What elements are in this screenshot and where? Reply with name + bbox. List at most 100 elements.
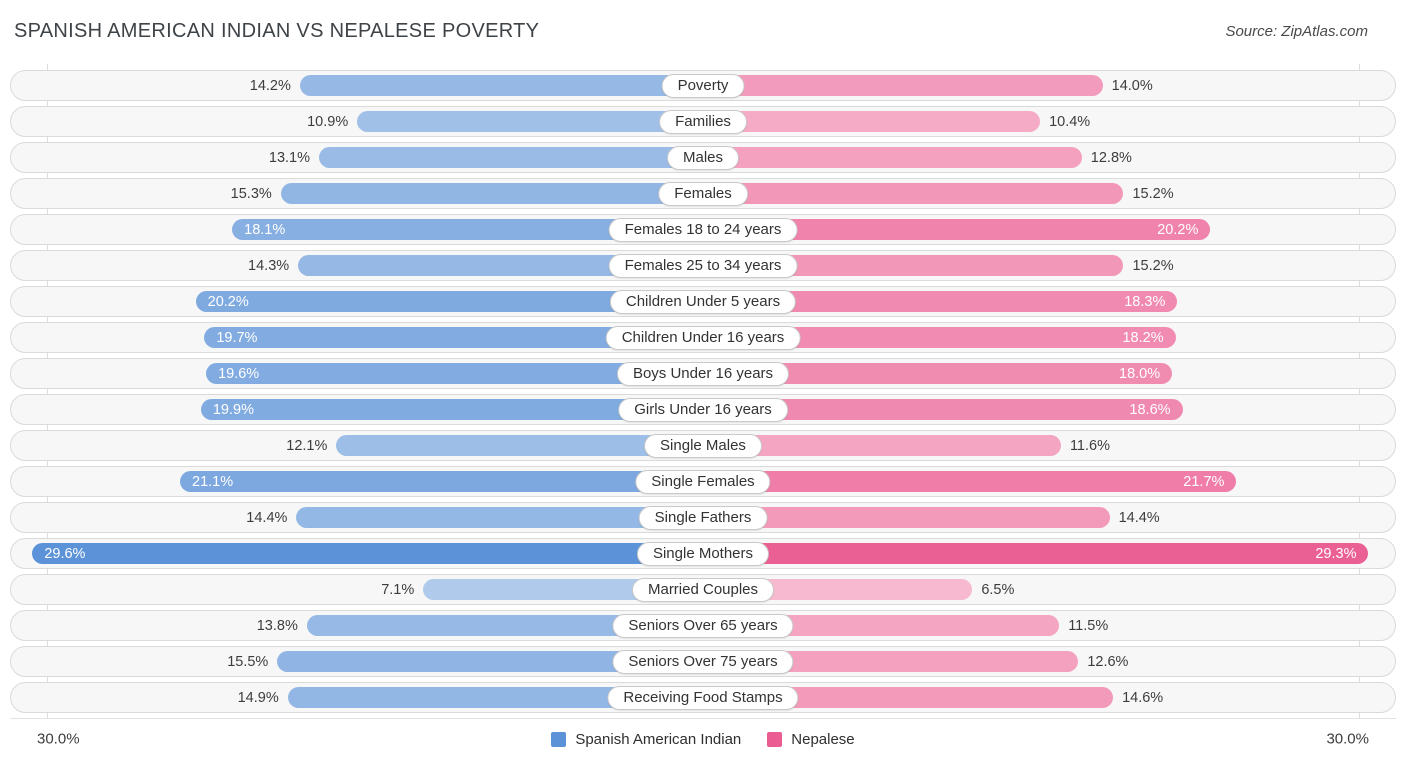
chart-row: 10.9% 10.4% Families bbox=[10, 106, 1396, 137]
chart-row: 14.4% 14.4% Single Fathers bbox=[10, 502, 1396, 533]
value-spanish-american-indian: 20.2% bbox=[207, 293, 249, 310]
value-nepalese: 14.4% bbox=[1118, 509, 1160, 526]
value-spanish-american-indian: 15.5% bbox=[227, 653, 269, 670]
category-label: Married Couples bbox=[631, 577, 775, 602]
chart-row: 29.6% 29.3% Single Mothers bbox=[10, 538, 1396, 569]
bar-nepalese: 18.3% bbox=[703, 291, 1178, 312]
bar-nepalese bbox=[703, 255, 1124, 276]
value-nepalese: 21.7% bbox=[1183, 473, 1225, 490]
chart-row: 19.7% 18.2% Children Under 16 years bbox=[10, 322, 1396, 353]
value-spanish-american-indian: 21.1% bbox=[192, 473, 234, 490]
chart-row: 15.5% 12.6% Seniors Over 75 years bbox=[10, 646, 1396, 677]
chart-row: 12.1% 11.6% Single Males bbox=[10, 430, 1396, 461]
bar-spanish-american-indian: 18.1% bbox=[232, 219, 703, 240]
chart-row: 19.6% 18.0% Boys Under 16 years bbox=[10, 358, 1396, 389]
legend-swatch-pink bbox=[767, 731, 783, 747]
value-spanish-american-indian: 14.4% bbox=[246, 509, 288, 526]
category-label: Single Males bbox=[644, 433, 762, 458]
category-label: Children Under 16 years bbox=[605, 325, 801, 350]
bar-spanish-american-indian: 19.7% bbox=[204, 327, 703, 348]
value-nepalese: 12.8% bbox=[1090, 149, 1132, 166]
category-label: Single Females bbox=[635, 469, 771, 494]
chart-row: 20.2% 18.3% Children Under 5 years bbox=[10, 286, 1396, 317]
value-spanish-american-indian: 13.8% bbox=[256, 617, 298, 634]
bar-spanish-american-indian: 21.1% bbox=[180, 471, 703, 492]
category-label: Families bbox=[659, 109, 747, 134]
value-nepalese: 18.2% bbox=[1122, 329, 1164, 346]
value-nepalese: 18.0% bbox=[1119, 365, 1161, 382]
value-nepalese: 14.0% bbox=[1111, 77, 1153, 94]
category-label: Females 25 to 34 years bbox=[608, 253, 798, 278]
bar-nepalese: 18.0% bbox=[703, 363, 1173, 384]
value-nepalese: 11.6% bbox=[1069, 437, 1110, 454]
value-spanish-american-indian: 19.9% bbox=[212, 401, 254, 418]
chart-row: 14.3% 15.2% Females 25 to 34 years bbox=[10, 250, 1396, 281]
bar-spanish-american-indian bbox=[280, 183, 703, 204]
value-spanish-american-indian: 15.3% bbox=[230, 185, 272, 202]
category-label: Single Fathers bbox=[638, 505, 768, 530]
legend-swatch-blue bbox=[551, 731, 567, 747]
bar-nepalese bbox=[703, 75, 1103, 96]
value-nepalese: 18.6% bbox=[1129, 401, 1171, 418]
chart-footer: 30.0% Spanish American Indian Nepalese 3… bbox=[10, 718, 1396, 759]
chart-row: 21.1% 21.7% Single Females bbox=[10, 466, 1396, 497]
category-label: Females 18 to 24 years bbox=[608, 217, 798, 242]
bar-nepalese bbox=[703, 687, 1114, 708]
bar-nepalese: 21.7% bbox=[703, 471, 1237, 492]
value-spanish-american-indian: 14.3% bbox=[248, 257, 290, 274]
bar-nepalese bbox=[703, 147, 1082, 168]
chart-area: 14.2% 14.0% Poverty 10.9% 10.4% Families 13.1%… bbox=[10, 62, 1396, 718]
bar-spanish-american-indian bbox=[298, 255, 703, 276]
axis-max-left: 30.0% bbox=[37, 730, 80, 748]
bar-spanish-american-indian: 29.6% bbox=[32, 543, 703, 564]
category-label: Single Mothers bbox=[636, 541, 770, 566]
value-nepalese: 10.4% bbox=[1049, 113, 1091, 130]
chart-row: 19.9% 18.6% Girls Under 16 years bbox=[10, 394, 1396, 425]
value-spanish-american-indian: 29.6% bbox=[44, 545, 86, 562]
value-spanish-american-indian: 10.9% bbox=[307, 113, 349, 130]
bar-spanish-american-indian bbox=[287, 687, 703, 708]
chart-row: 14.9% 14.6% Receiving Food Stamps bbox=[10, 682, 1396, 713]
bar-nepalese bbox=[703, 507, 1110, 528]
bar-nepalese: 18.6% bbox=[703, 399, 1183, 420]
value-spanish-american-indian: 18.1% bbox=[244, 221, 286, 238]
bar-nepalese bbox=[703, 111, 1041, 132]
value-spanish-american-indian: 19.7% bbox=[216, 329, 258, 346]
page-title: SPANISH AMERICAN INDIAN VS NEPALESE POVE… bbox=[14, 19, 540, 42]
bar-spanish-american-indian bbox=[277, 651, 703, 672]
value-nepalese: 15.2% bbox=[1132, 185, 1174, 202]
gridline-right-30pct bbox=[1358, 64, 1360, 718]
bar-spanish-american-indian bbox=[299, 75, 703, 96]
bar-nepalese bbox=[703, 651, 1079, 672]
bar-spanish-american-indian bbox=[357, 111, 703, 132]
legend-label: Spanish American Indian bbox=[575, 730, 742, 748]
legend-label: Nepalese bbox=[791, 730, 855, 748]
chart-row: 18.1% 20.2% Females 18 to 24 years bbox=[10, 214, 1396, 245]
value-nepalese: 20.2% bbox=[1157, 221, 1199, 238]
value-nepalese: 11.5% bbox=[1068, 617, 1109, 634]
bar-spanish-american-indian bbox=[306, 615, 703, 636]
bar-nepalese bbox=[703, 183, 1124, 204]
value-nepalese: 15.2% bbox=[1132, 257, 1174, 274]
category-label: Girls Under 16 years bbox=[618, 397, 788, 422]
bar-spanish-american-indian bbox=[296, 507, 703, 528]
value-nepalese: 12.6% bbox=[1087, 653, 1129, 670]
bar-nepalese bbox=[703, 435, 1061, 456]
bar-spanish-american-indian bbox=[319, 147, 703, 168]
legend-item-nepalese: Nepalese bbox=[767, 730, 855, 748]
bar-spanish-american-indian bbox=[336, 435, 703, 456]
category-label: Children Under 5 years bbox=[609, 289, 797, 314]
value-nepalese: 29.3% bbox=[1315, 545, 1357, 562]
chart-rows: 14.2% 14.0% Poverty 10.9% 10.4% Families 13.1%… bbox=[10, 70, 1396, 713]
axis-max-right: 30.0% bbox=[1326, 730, 1369, 748]
bar-spanish-american-indian: 20.2% bbox=[195, 291, 703, 312]
category-label: Poverty bbox=[661, 73, 745, 98]
chart-row: 13.1% 12.8% Males bbox=[10, 142, 1396, 173]
chart-row: 7.1% 6.5% Married Couples bbox=[10, 574, 1396, 605]
chart-row: 15.3% 15.2% Females bbox=[10, 178, 1396, 209]
legend: Spanish American Indian Nepalese bbox=[551, 730, 855, 748]
bar-nepalese: 29.3% bbox=[703, 543, 1369, 564]
value-spanish-american-indian: 14.2% bbox=[249, 77, 291, 94]
chart-header: SPANISH AMERICAN INDIAN VS NEPALESE POVE… bbox=[0, 0, 1406, 62]
